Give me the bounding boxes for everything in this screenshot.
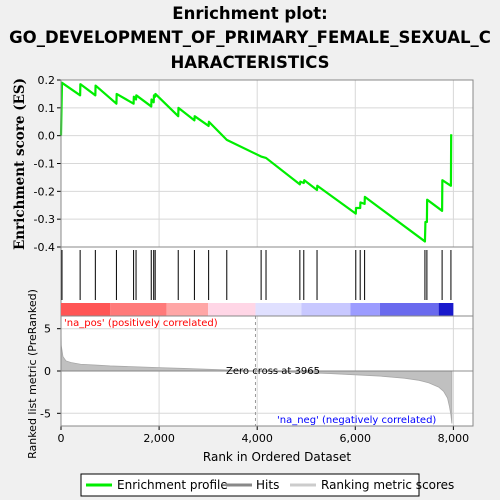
metric-layer [60, 316, 473, 426]
chart-title-line1: Enrichment plot: [172, 4, 327, 23]
es-ytick-label: 0.2 [38, 74, 56, 87]
es-ytick-label: -0.4 [34, 241, 55, 254]
zero-cross-label: Zero cross at 3965 [226, 366, 320, 377]
metric-frame [60, 315, 474, 427]
es-ytick-label: -0.2 [34, 185, 55, 198]
ranking-bar-segment [61, 303, 111, 316]
xtick-label: 4,000 [241, 432, 273, 445]
es-ytick-label: 0.0 [38, 130, 56, 143]
metric-ytick-label: -5 [40, 407, 51, 420]
xtick-label: 0 [58, 432, 65, 445]
xtick-label: 6,000 [340, 432, 372, 445]
es-ytick-label: -0.1 [34, 158, 55, 171]
metric-axis-label: Ranked list metric (PreRanked) [26, 289, 39, 459]
es-layer [59, 81, 453, 243]
x-axis-label: Rank in Ordered Dataset [203, 450, 351, 464]
es-ytick-label: 0.1 [38, 102, 56, 115]
axes-layer: 0.2 0.1 0.0 -0.1 -0.2 -0.3 -0.4 5 0 -5 0 2,000 4,000… [34, 74, 474, 445]
neg-corr-label: 'na_neg' (negatively correlated) [277, 415, 436, 426]
ranking-bar-segment [379, 303, 439, 316]
ranking-bar-segment [350, 303, 380, 316]
legend-metric-label: Ranking metric scores [321, 478, 454, 492]
legend-enrichment-label: Enrichment profile [117, 478, 228, 492]
hits-layer [61, 250, 452, 300]
metric-ytick-label: 5 [44, 323, 51, 336]
es-frame [60, 79, 474, 248]
enrichment-profile-line [59, 81, 453, 243]
xtick-label: 8,000 [438, 432, 470, 445]
chart-title-line2: GO_DEVELOPMENT_OF_PRIMARY_FEMALE_SEXUAL_… [9, 28, 491, 47]
ranking-bar-segment [110, 303, 167, 316]
ranking-bar-segment [255, 303, 302, 316]
ranking-bar-segment [166, 303, 209, 316]
chart-title-line3: HARACTERISTICS [170, 53, 329, 72]
es-axis-label: Enrichment score (ES) [12, 78, 28, 250]
metric-ytick-label: 0 [44, 365, 51, 378]
legend-hits-label: Hits [256, 478, 279, 492]
ranking-bar-segment [208, 303, 256, 316]
ranking-color-bar [61, 303, 454, 316]
es-ytick-label: -0.3 [34, 213, 55, 226]
ranking-metric-area [60, 328, 453, 424]
ranking-bar-segment [301, 303, 351, 316]
ranking-bar-segment [438, 303, 454, 316]
xtick-label: 2,000 [143, 432, 175, 445]
pos-corr-label: 'na_pos' (positively correlated) [64, 318, 218, 329]
